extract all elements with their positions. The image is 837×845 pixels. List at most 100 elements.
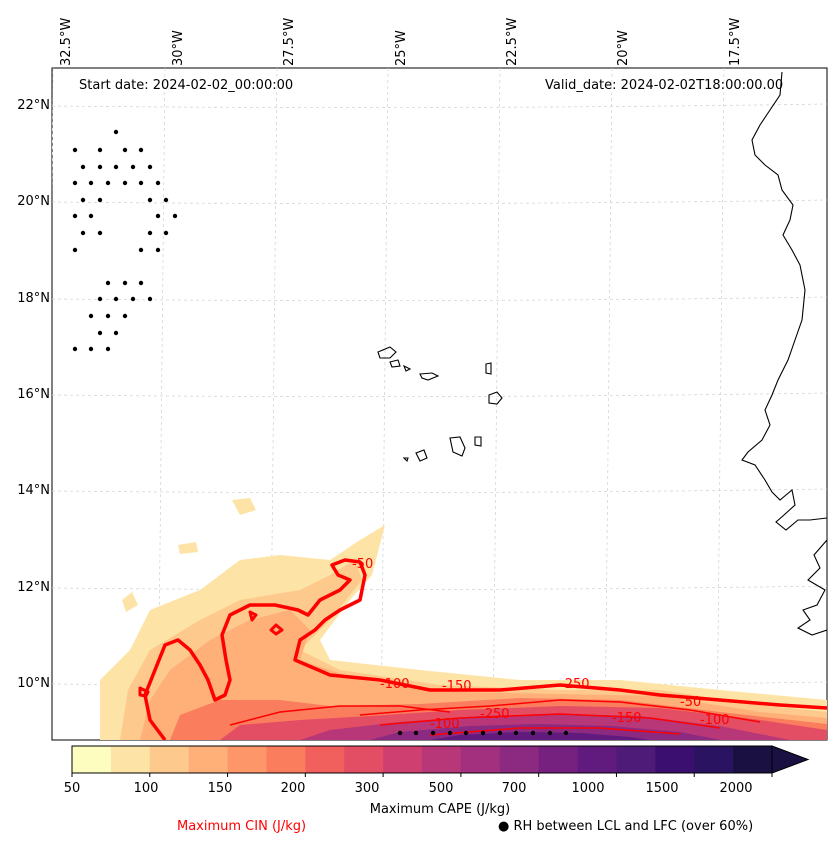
rh-dot [72, 147, 78, 153]
coastline-segment [449, 436, 466, 457]
coastline-segment [741, 71, 827, 531]
lat-label-16n: 16°N [17, 387, 50, 402]
rh-dot [530, 730, 536, 736]
cin-contour-label: -100 [700, 713, 730, 728]
lon-label-25w: 25°W [394, 30, 409, 66]
lat-label-10n: 10°N [17, 676, 50, 691]
cape-region [122, 592, 138, 612]
rh-dot [430, 730, 436, 736]
colorbar [71, 745, 810, 777]
rh-dot [130, 296, 136, 302]
rh-dot [105, 313, 111, 319]
rh-dot [147, 296, 153, 302]
parallel-line [52, 296, 827, 301]
colorbar-tick: 150 [207, 781, 233, 796]
rh-dot [163, 230, 169, 236]
rh-dot [480, 730, 486, 736]
cin-contour-label: -150 [442, 679, 472, 694]
coastline-segment [474, 436, 482, 447]
cin-contour-line [248, 610, 258, 622]
rh-dot [463, 730, 469, 736]
colorbar-extend-arrow [771, 745, 810, 774]
colorbar-frame [71, 745, 773, 774]
parallel-line [52, 199, 827, 204]
rh-dot [97, 147, 103, 153]
parallel-line [52, 488, 827, 493]
colorbar-segment [422, 746, 462, 773]
rh-dot [147, 230, 153, 236]
colorbar-tick: 200 [280, 781, 306, 796]
lon-label-20w: 20°W [616, 30, 631, 66]
rh-dot [147, 164, 153, 170]
rh-dot [113, 164, 119, 170]
colorbar-segment [383, 746, 423, 773]
rh-dot [80, 164, 86, 170]
rh-dot [563, 730, 569, 736]
coastlines [377, 71, 827, 636]
colorbar-tick: 1500 [645, 781, 679, 796]
rh-dot [97, 330, 103, 336]
rh-dot [413, 730, 419, 736]
rh-dot [122, 180, 128, 186]
rh-dot [88, 180, 94, 186]
rh-dot [513, 730, 519, 736]
colorbar-segment [694, 746, 734, 773]
rh-dot [138, 247, 144, 253]
legend-cin: Maximum CIN (J/kg) [177, 819, 307, 834]
rh-dot [72, 180, 78, 186]
colorbar-segment [344, 746, 384, 773]
cin-contour-line [269, 623, 284, 636]
rh-dot [88, 313, 94, 319]
cin-contour-label: -250 [480, 707, 510, 722]
rh-dot [447, 730, 453, 736]
lat-label-12n: 12°N [17, 580, 50, 595]
colorbar-tick: 1000 [571, 781, 605, 796]
rh-dot [130, 164, 136, 170]
rh-dot [122, 280, 128, 286]
rh-dot [88, 346, 94, 352]
cin-contour-line [379, 713, 721, 729]
rh-dot [97, 296, 103, 302]
cin-contour-label: -250 [560, 677, 590, 692]
rh-dots [72, 129, 569, 736]
coastline-segment [485, 362, 492, 375]
rh-dot [97, 164, 103, 170]
colorbar-segment [538, 746, 579, 773]
rh-dot [97, 197, 103, 203]
rh-dot [72, 346, 78, 352]
rh-dot [163, 197, 169, 203]
parallel-line [52, 585, 827, 590]
rh-dot [97, 230, 103, 236]
meridian-line [716, 68, 725, 740]
rh-dot [113, 296, 119, 302]
lat-label-20n: 20°N [17, 194, 50, 209]
lon-label-27.5w: 27.5°W [282, 17, 297, 66]
meridian-line [380, 68, 389, 740]
colorbar-segment [227, 746, 267, 773]
coastline-segment [402, 457, 409, 463]
rh-dot [497, 730, 503, 736]
lat-label-18n: 18°N [17, 291, 50, 306]
cin-contour-label: -50 [352, 557, 373, 572]
colorbar-tick: 300 [354, 781, 380, 796]
colorbar-segment [110, 746, 151, 773]
rh-dot [113, 330, 119, 336]
meridian-line [604, 68, 613, 740]
rh-dot [172, 213, 178, 219]
cin-contour-label: -50 [680, 695, 701, 710]
cape-region [430, 732, 650, 740]
colorbar-segment [733, 746, 773, 773]
legend-rh: ● RH between LCL and LFC (over 60%) [498, 819, 753, 834]
colorbar-segment [499, 746, 540, 773]
rh-dot [80, 230, 86, 236]
colorbar-segment [149, 746, 190, 773]
coastline-segment [419, 372, 440, 381]
colorbar-segment [305, 746, 345, 773]
colorbar-segment [266, 746, 306, 773]
colorbar-segment [72, 746, 112, 773]
colorbar-tick: 100 [133, 781, 159, 796]
coastline-segment [796, 539, 827, 636]
coastline-segment [389, 359, 401, 368]
cin-contour-label: -100 [430, 717, 460, 732]
